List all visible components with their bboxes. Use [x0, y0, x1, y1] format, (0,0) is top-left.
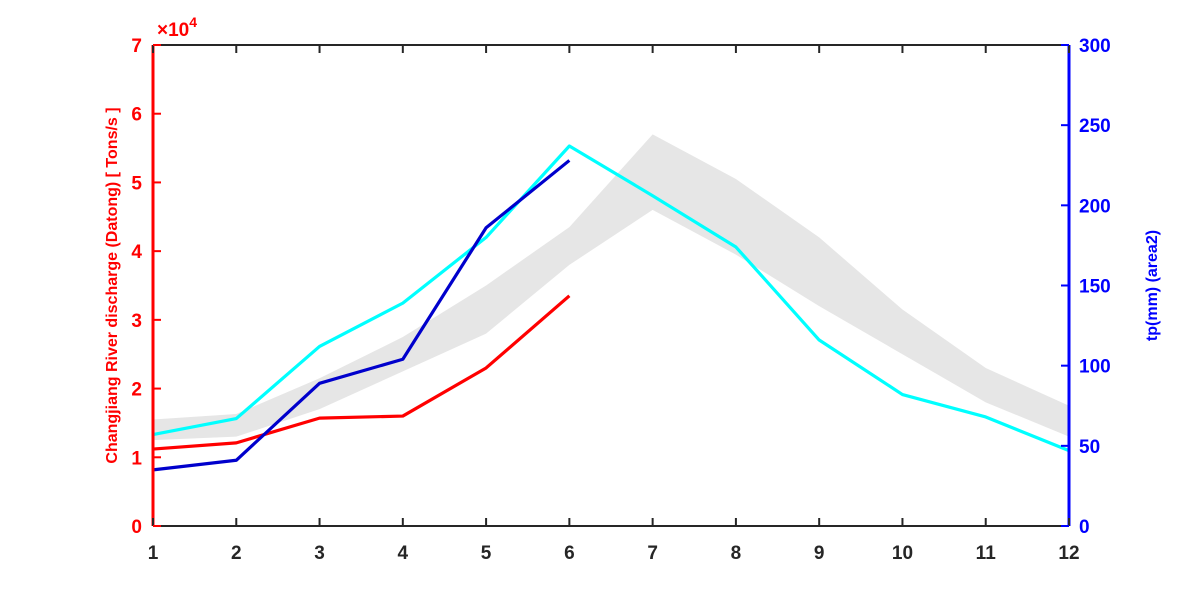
right-y-tick-label: 300 — [1079, 36, 1111, 57]
range-band — [153, 134, 1069, 441]
right-y-tick-label: 250 — [1079, 116, 1111, 137]
left-axis-exponent: ×104 — [157, 14, 197, 41]
x-tick-label: 2 — [231, 543, 242, 564]
right-y-tick-label: 150 — [1079, 277, 1111, 298]
right-y-tick-label: 100 — [1079, 357, 1111, 378]
series-line-3 — [152, 159, 571, 472]
left-y-tick-label: 1 — [131, 448, 142, 469]
series-line-1 — [152, 294, 571, 451]
axes-layer — [151, 44, 1071, 527]
right-y-tick-label: 50 — [1079, 437, 1100, 458]
left-y-tick-label: 7 — [131, 36, 142, 57]
left-y-tick-label: 6 — [131, 105, 142, 126]
x-tick-label: 8 — [731, 543, 742, 564]
confidence-band-layer — [153, 134, 1069, 441]
x-tick-label: 10 — [892, 543, 913, 564]
x-tick-label: 4 — [398, 543, 409, 564]
series-line-2 — [152, 144, 1070, 453]
series-layer — [152, 144, 1070, 472]
right-axis-title: tp(mm) (area2) — [1144, 230, 1161, 341]
x-tick-label: 1 — [148, 543, 159, 564]
right-y-tick-label: 200 — [1079, 196, 1111, 217]
labels-layer: 1 2 3 4 5 6 7 8 9 10 11 120123456705010015020025030… — [104, 14, 1161, 564]
left-y-tick-label: 3 — [131, 311, 142, 332]
left-y-tick-label: 2 — [131, 380, 142, 401]
right-y-tick-label: 0 — [1079, 517, 1090, 538]
left-y-tick-label: 4 — [131, 242, 142, 263]
x-tick-label: 9 — [814, 543, 825, 564]
x-tick-label: 5 — [481, 543, 492, 564]
x-tick-label: 7 — [647, 543, 658, 564]
x-tick-label: 12 — [1058, 543, 1079, 564]
left-axis-title: Changjiang River discharge (Datong) [ To… — [104, 107, 121, 463]
left-y-tick-label: 0 — [131, 517, 142, 538]
x-tick-label: 11 — [976, 543, 997, 564]
x-tick-label: 6 — [564, 543, 575, 564]
left-y-tick-label: 5 — [131, 173, 142, 194]
x-tick-label: 3 — [314, 543, 325, 564]
